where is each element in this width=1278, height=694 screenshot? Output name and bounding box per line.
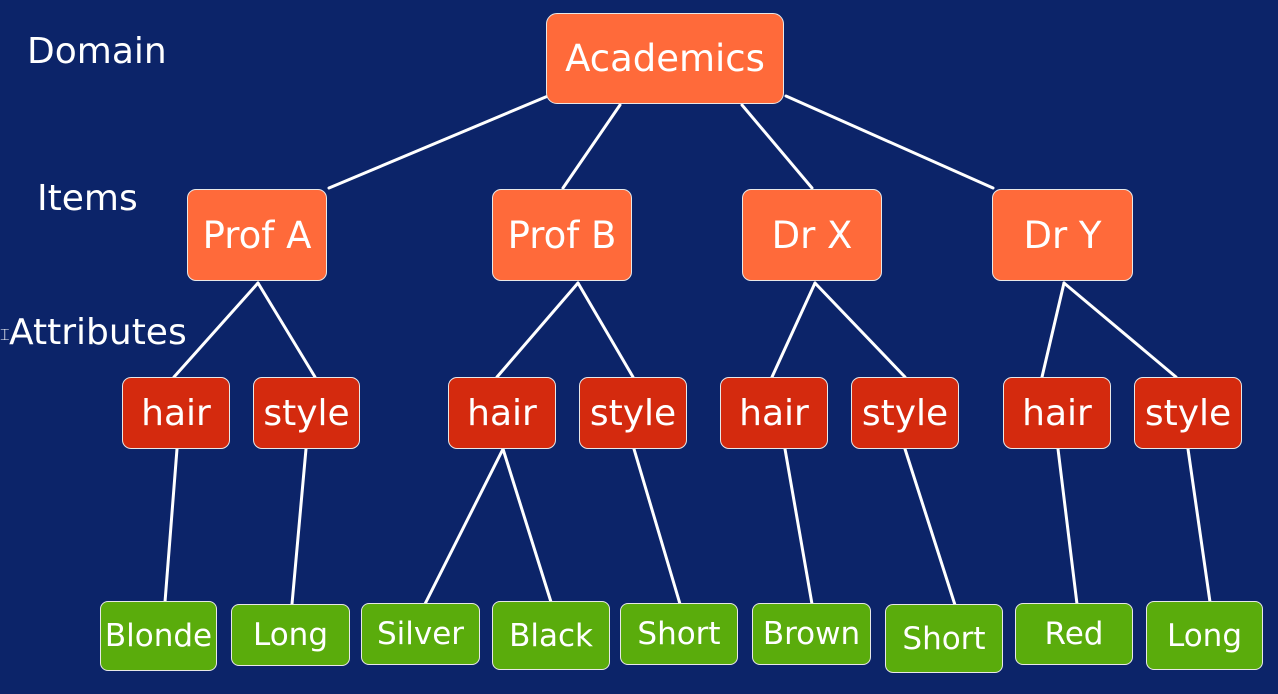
edge-dr-x-to-hair — [770, 281, 817, 379]
node-item-dr-x: Dr X — [742, 189, 882, 281]
edge-prof-a-style-to-long — [290, 447, 308, 606]
node-value-prof-b-hair-silver: Silver — [361, 603, 480, 665]
node-domain-root: Academics — [546, 13, 784, 104]
edge-prof-b-hair-to-silver — [423, 447, 505, 606]
level-label-attributes: Attributes — [9, 312, 187, 353]
node-value-dr-x-hair-brown: Brown — [752, 603, 871, 665]
edge-prof-a-to-style — [256, 281, 317, 379]
edge-root-to-prof-b — [561, 103, 622, 190]
edge-prof-b-hair-to-black — [501, 447, 553, 604]
edge-prof-b-style-to-short — [632, 447, 682, 606]
edge-prof-a-hair-to-blonde — [163, 447, 179, 604]
edge-prof-b-to-hair — [495, 281, 580, 379]
node-value-prof-a-style-long: Long — [231, 604, 350, 666]
node-item-dr-y: Dr Y — [992, 189, 1133, 281]
edge-dr-y-to-style — [1062, 281, 1178, 379]
node-value-prof-b-hair-black: Black — [492, 601, 610, 670]
edge-root-to-dr-y — [784, 94, 995, 190]
node-item-prof-a: Prof A — [187, 189, 327, 281]
level-label-items: Items — [37, 178, 138, 219]
node-attribute-prof-b-hair: hair — [448, 377, 556, 449]
edge-root-to-dr-x — [740, 103, 814, 190]
node-value-dr-y-hair-red: Red — [1015, 603, 1133, 665]
node-attribute-dr-x-style: style — [851, 377, 959, 449]
node-attribute-prof-b-style: style — [579, 377, 687, 449]
node-attribute-prof-a-style: style — [253, 377, 360, 449]
edge-dr-x-hair-to-brown — [783, 447, 814, 606]
node-value-prof-a-hair-blonde: Blonde — [100, 601, 217, 671]
edge-dr-x-to-style — [813, 281, 907, 379]
edge-root-to-prof-a — [327, 94, 550, 190]
node-attribute-prof-a-hair: hair — [122, 377, 230, 449]
text-cursor-icon: ⌶ — [0, 325, 10, 344]
node-attribute-dr-y-hair: hair — [1003, 377, 1111, 449]
node-attribute-dr-y-style: style — [1134, 377, 1242, 449]
edge-dr-y-hair-to-red — [1056, 447, 1079, 606]
edge-prof-b-to-style — [576, 281, 635, 379]
edge-dr-y-style-to-long — [1186, 447, 1212, 604]
edge-dr-y-to-hair — [1040, 281, 1066, 379]
node-value-dr-y-style-long: Long — [1146, 601, 1263, 670]
node-item-prof-b: Prof B — [492, 189, 632, 281]
node-value-dr-x-style-short: Short — [885, 604, 1003, 673]
edge-dr-x-style-to-short — [903, 447, 957, 607]
edge-prof-a-to-hair — [172, 281, 260, 379]
node-attribute-dr-x-hair: hair — [720, 377, 828, 449]
node-value-prof-b-style-short: Short — [620, 603, 738, 665]
level-label-domain: Domain — [27, 31, 167, 72]
